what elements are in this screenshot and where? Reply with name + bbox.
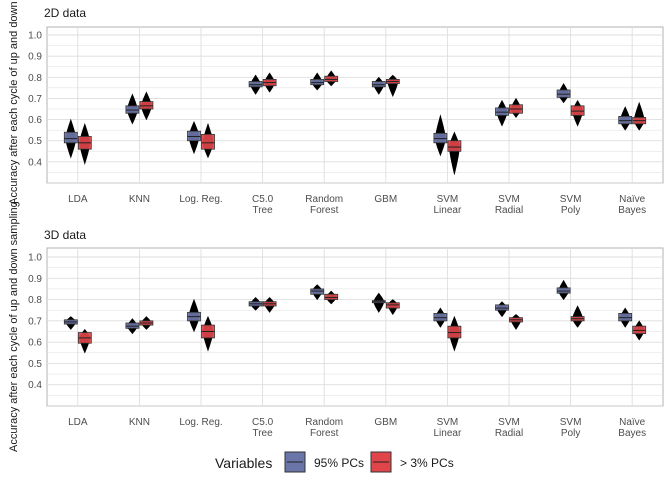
x-tick-label-knn: KNN (129, 417, 150, 428)
y-tick-label: 0.5 (28, 136, 42, 147)
x-tick-label-c5-0-tree: Tree (252, 205, 273, 216)
box-svm-linear-series-1 (433, 313, 448, 322)
x-tick-label-c5-0-tree: C5.0 (252, 417, 274, 428)
box-svm-poly-series-1 (556, 89, 571, 98)
x-tick-label-svm-radial: SVM (498, 194, 520, 205)
x-tick-label-na-ve-bayes: Bayes (618, 428, 646, 439)
box-knn-series-2 (139, 101, 154, 110)
x-tick-label-svm-radial: Radial (495, 205, 523, 216)
x-tick-label-gbm: GBM (374, 417, 397, 428)
x-tick-label-c5-0-tree: C5.0 (252, 194, 274, 205)
box-random-forest-series-2 (324, 293, 339, 300)
box-log-reg-series-2 (201, 133, 215, 150)
y-axis-label-3d: Accuracy after each cycle of up and down… (8, 201, 20, 452)
y-tick-label: 0.8 (28, 73, 42, 84)
legend-label-95pcs: 95% PCs (314, 456, 364, 470)
x-tick-label-svm-radial: SVM (498, 417, 520, 428)
box-knn-series-1 (125, 322, 140, 329)
y-tick-label: 0.7 (28, 316, 42, 327)
y-tick-label: 0.6 (28, 338, 42, 349)
box-na-ve-bayes-series-1 (618, 313, 633, 322)
box-log-reg-series-1 (187, 130, 201, 142)
panel-3d-data: 3D data 0.4 0.5 0.6 0.7 0.8 0.9 1.0 LDA KNN Log. R… (28, 228, 664, 439)
y-tick-label: 1.0 (28, 253, 42, 264)
legend-label-3pcs: > 3% PCs (400, 456, 454, 470)
y-tick-label: 0.9 (28, 274, 42, 285)
y-tick-label: 0.4 (28, 380, 42, 391)
box-gbm-series-1 (371, 81, 386, 88)
x-tick-label-svm-linear: Linear (433, 205, 461, 216)
box-svm-linear-series-2 (447, 325, 462, 339)
x-tick-label-svm-linear: Linear (433, 428, 461, 439)
x-tick-label-c5-0-tree: Tree (252, 428, 273, 439)
panel-2d-data: 2D data 0.4 0.5 0.6 0.7 0.8 0.9 1.0 LDA KNN Log. R… (28, 6, 664, 216)
panel-border (46, 247, 664, 407)
box-lda-series-1 (63, 131, 78, 144)
y-tick-label: 0.5 (28, 359, 42, 370)
x-tick-label-svm-poly: Poly (561, 428, 580, 439)
box-c5-0-tree-series-1 (248, 81, 263, 88)
panel-title: 3D data (44, 228, 86, 242)
legend-title: Variables (215, 455, 272, 471)
box-svm-poly-series-1 (556, 287, 571, 294)
x-tick-label-svm-linear: SVM (437, 417, 459, 428)
x-tick-label-svm-linear: SVM (437, 194, 459, 205)
x-tick-label-svm-poly: Poly (561, 205, 580, 216)
x-tick-label-random-forest: Random (305, 417, 343, 428)
box-knn-series-1 (125, 105, 140, 114)
panel-title: 2D data (44, 6, 86, 20)
x-tick-label-lda: LDA (68, 417, 88, 428)
x-tick-label-na-ve-bayes: Bayes (618, 205, 646, 216)
x-tick-label-na-ve-bayes: Naïve (619, 417, 646, 428)
y-axis-label-2d: Accuracy after each cycle of up and down… (8, 0, 20, 205)
box-svm-linear-series-2 (447, 140, 462, 152)
box-random-forest-series-1 (310, 79, 325, 86)
box-svm-radial-series-1 (495, 304, 509, 311)
legend: Variables 95% PCs > 3% PCs (215, 451, 454, 473)
box-na-ve-bayes-series-2 (632, 325, 647, 335)
box-svm-radial-series-1 (495, 107, 509, 116)
x-tick-label-gbm: GBM (374, 194, 397, 205)
box-svm-poly-series-2 (570, 105, 585, 116)
x-tick-label-random-forest: Random (305, 194, 343, 205)
box-gbm-series-2 (385, 302, 400, 309)
box-na-ve-bayes-series-1 (618, 116, 633, 125)
x-tick-label-svm-poly: SVM (560, 417, 582, 428)
x-tick-label-random-forest: Forest (310, 205, 339, 216)
x-tick-label-log-reg: Log. Reg. (179, 417, 222, 428)
x-tick-label-knn: KNN (129, 194, 150, 205)
y-tick-label: 0.8 (28, 295, 42, 306)
box-random-forest-series-1 (310, 288, 325, 295)
x-tick-label-lda: LDA (68, 194, 88, 205)
box-random-forest-series-2 (324, 75, 339, 82)
x-tick-label-log-reg: Log. Reg. (179, 194, 222, 205)
box-svm-linear-series-1 (433, 132, 448, 144)
y-tick-label: 0.7 (28, 94, 42, 105)
x-tick-label-svm-radial: Radial (495, 428, 523, 439)
y-tick-label: 0.9 (28, 52, 42, 63)
y-tick-label: 0.6 (28, 115, 42, 126)
x-tick-label-random-forest: Forest (310, 428, 339, 439)
y-tick-label: 1.0 (28, 31, 42, 42)
x-tick-label-svm-poly: SVM (560, 194, 582, 205)
x-tick-label-na-ve-bayes: Naïve (619, 194, 646, 205)
y-tick-label: 0.4 (28, 157, 42, 168)
